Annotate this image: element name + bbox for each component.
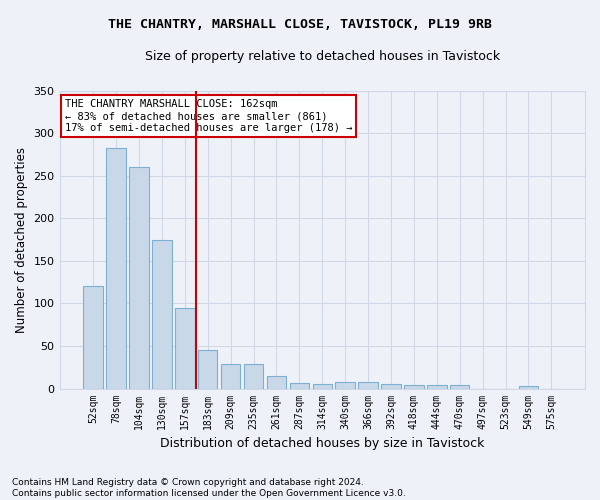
Bar — [519, 386, 538, 388]
Y-axis label: Number of detached properties: Number of detached properties — [15, 146, 28, 332]
Bar — [358, 382, 378, 388]
Bar — [404, 385, 424, 388]
Bar — [335, 382, 355, 388]
Bar — [129, 167, 149, 388]
Bar — [198, 350, 217, 389]
Bar — [152, 240, 172, 388]
Bar — [381, 384, 401, 388]
Text: THE CHANTRY, MARSHALL CLOSE, TAVISTOCK, PL19 9RB: THE CHANTRY, MARSHALL CLOSE, TAVISTOCK, … — [108, 18, 492, 30]
Bar — [221, 364, 241, 388]
X-axis label: Distribution of detached houses by size in Tavistock: Distribution of detached houses by size … — [160, 437, 484, 450]
Text: Contains HM Land Registry data © Crown copyright and database right 2024.
Contai: Contains HM Land Registry data © Crown c… — [12, 478, 406, 498]
Bar — [83, 286, 103, 388]
Bar — [267, 376, 286, 388]
Bar — [313, 384, 332, 388]
Bar — [106, 148, 126, 388]
Bar — [450, 385, 469, 388]
Text: THE CHANTRY MARSHALL CLOSE: 162sqm
← 83% of detached houses are smaller (861)
17: THE CHANTRY MARSHALL CLOSE: 162sqm ← 83%… — [65, 100, 352, 132]
Bar — [427, 385, 446, 388]
Title: Size of property relative to detached houses in Tavistock: Size of property relative to detached ho… — [145, 50, 500, 63]
Bar — [290, 384, 309, 388]
Bar — [175, 308, 194, 388]
Bar — [244, 364, 263, 388]
